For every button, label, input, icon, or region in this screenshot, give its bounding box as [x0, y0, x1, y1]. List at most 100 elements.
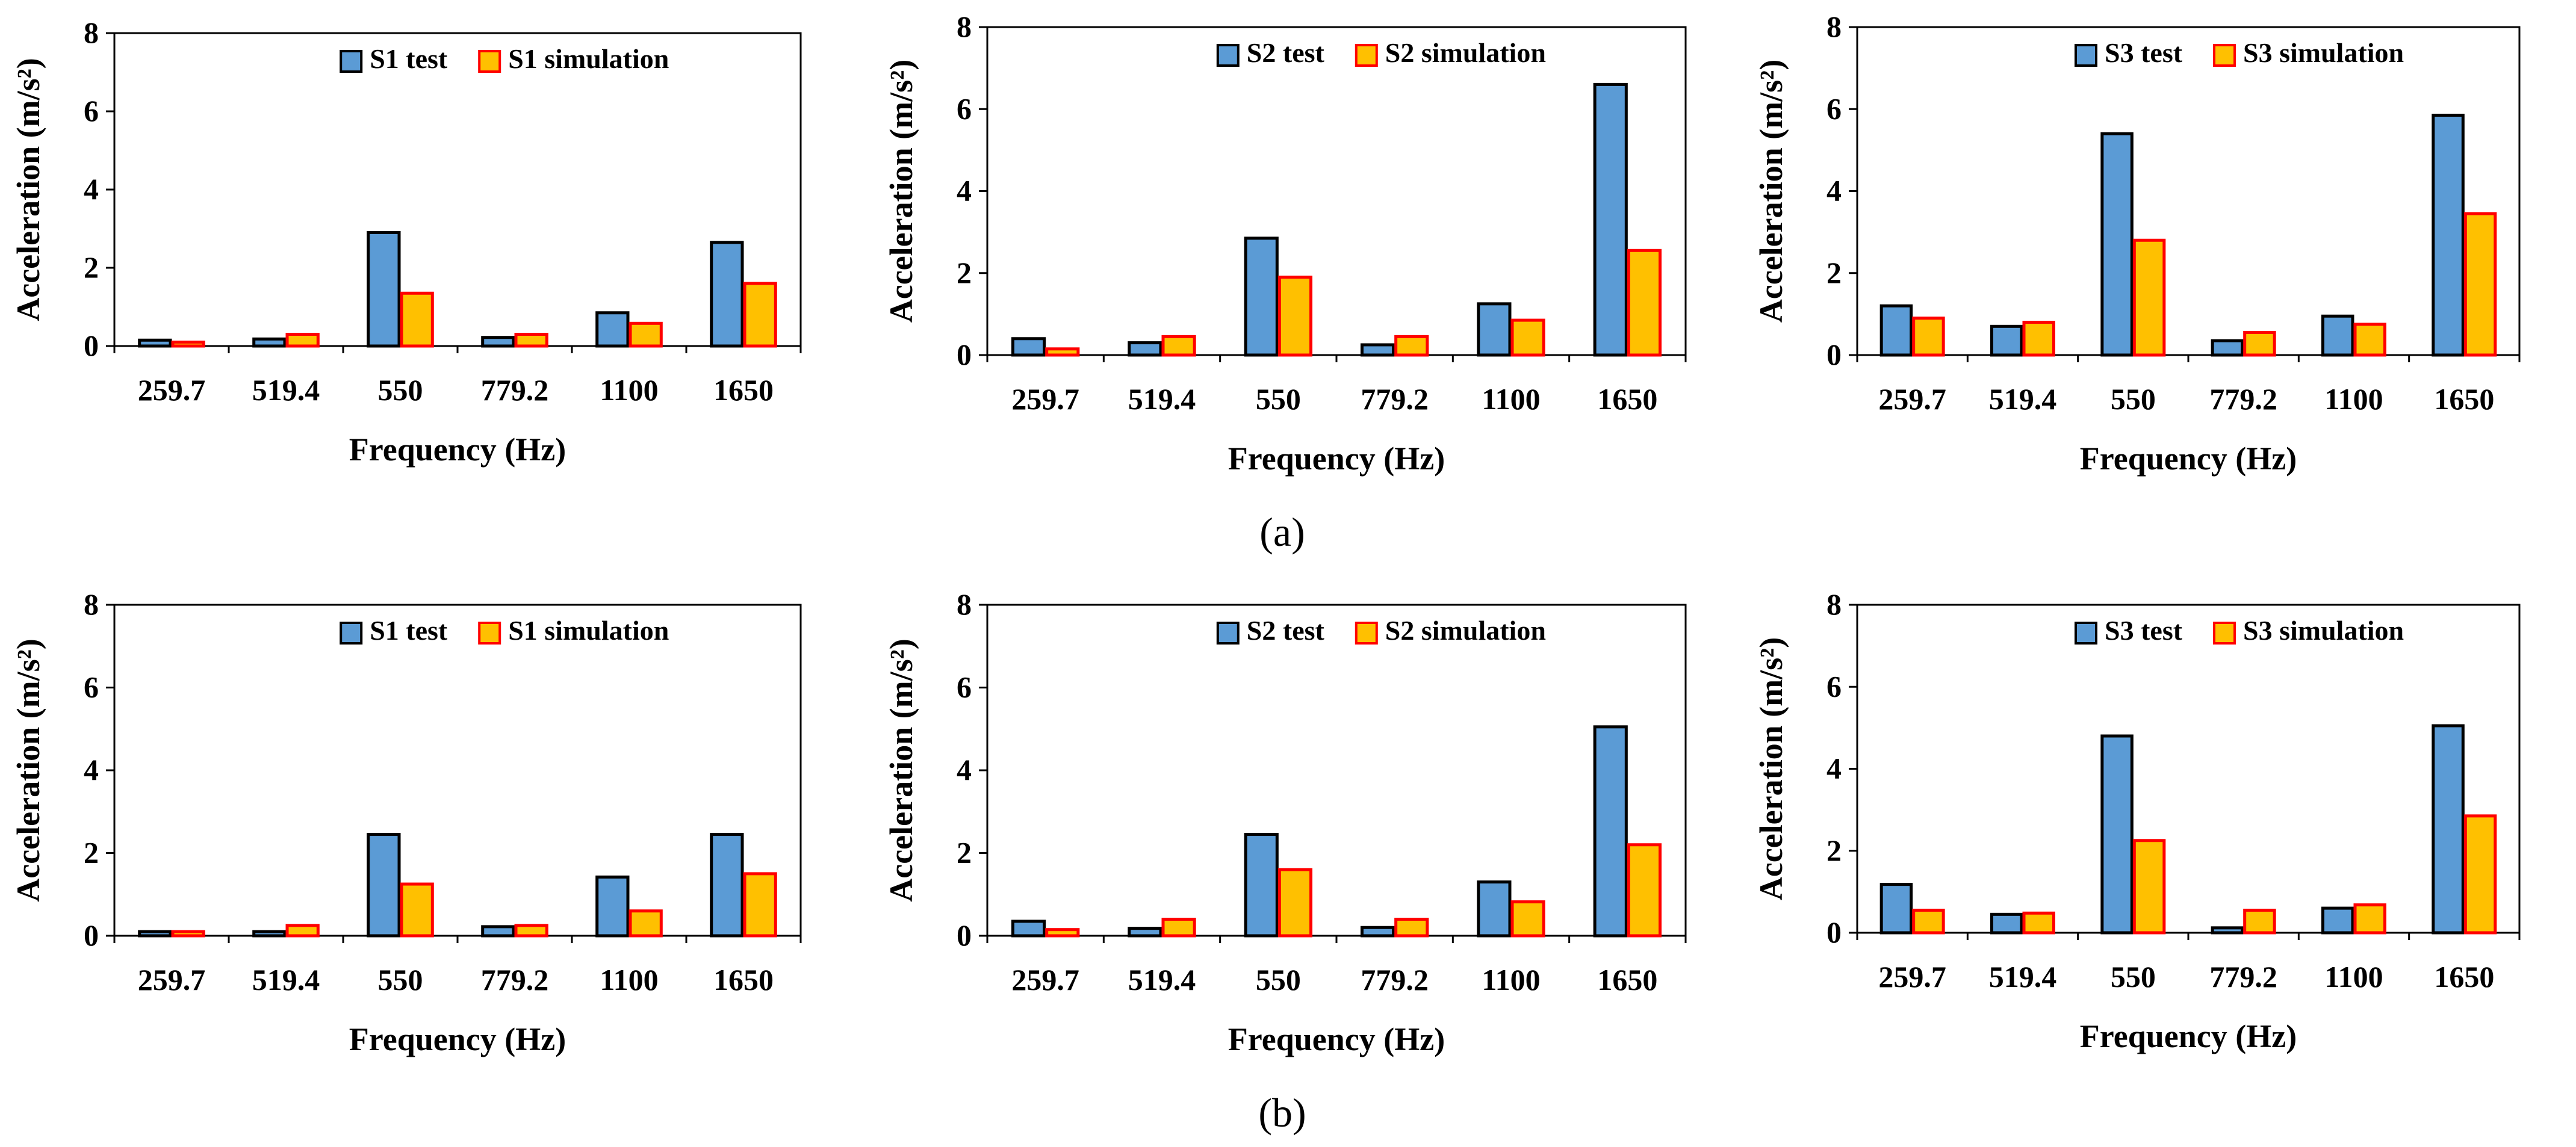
x-tick-label: 779.2 [2209, 382, 2277, 416]
y-tick-label: 0 [1826, 338, 1842, 371]
bar-test [2211, 926, 2244, 935]
legend-swatch-test [340, 50, 363, 73]
bar-simulation [514, 924, 548, 938]
x-tick-label: 519.4 [1989, 960, 2057, 994]
y-tick-label: 8 [84, 587, 99, 621]
bar-test [1477, 302, 1512, 357]
row-label-b: (b) [1258, 1090, 1306, 1136]
legend-swatch-test [1216, 44, 1240, 67]
legend-label-test: S3 test [2105, 37, 2183, 68]
bar-simulation [1627, 249, 1662, 357]
bar-simulation [2353, 903, 2386, 935]
bar-simulation [628, 321, 663, 348]
x-tick-label: 259.7 [138, 373, 206, 407]
legend-label-test: S1 test [370, 615, 448, 646]
y-tick-label: 2 [1826, 833, 1842, 867]
x-tick-label: 519.4 [252, 373, 320, 407]
bar-test [1593, 82, 1628, 357]
legend-swatch-test [2075, 44, 2097, 67]
bar-test [1011, 337, 1046, 357]
y-tick-label: 2 [1826, 256, 1842, 289]
bar-simulation [400, 882, 434, 938]
x-tick-label: 550 [378, 963, 423, 997]
bar-test [481, 336, 515, 348]
bar-simulation [2353, 323, 2386, 357]
bar-test [1879, 883, 1913, 935]
bar-test [1128, 927, 1162, 938]
legend-swatch-simulation [478, 50, 501, 73]
x-tick-label: 779.2 [2209, 960, 2277, 994]
x-tick-label: 779.2 [481, 373, 549, 407]
chart-panel-a2: 0 2 4 6 8 259.7 519.4 550 779.2 1100 1650 Frequency… [883, 10, 1687, 477]
legend-label-simulation: S2 simulation [1385, 615, 1546, 646]
x-tick-label: 1650 [713, 373, 774, 407]
chart-panel-b3: 0 2 4 6 8 259.7 519.4 550 779.2 1100 1650 Frequency… [1753, 587, 2521, 1054]
bar-simulation [2132, 238, 2166, 357]
row-label-a: (a) [1259, 509, 1305, 555]
chart-panel-b1: 0 2 4 6 8 259.7 519.4 550 779.2 1100 1650 Frequency… [10, 587, 802, 1057]
bar-test [1990, 324, 2023, 357]
x-tick-label: 259.7 [1878, 382, 1946, 416]
x-tick-label: 779.2 [1361, 382, 1429, 416]
bar-simulation [285, 924, 320, 938]
x-tick-label: 259.7 [138, 963, 206, 997]
legend-label-simulation: S1 simulation [508, 43, 669, 74]
x-tick-label: 1100 [600, 963, 658, 997]
x-tick-label: 519.4 [252, 963, 320, 997]
bar-simulation [285, 333, 320, 348]
y-tick-label: 6 [84, 670, 99, 704]
legend-label-simulation: S3 simulation [2243, 37, 2404, 68]
bar-simulation [1277, 868, 1313, 938]
legend-label-test: S2 test [1247, 615, 1325, 646]
bar-test [1360, 343, 1395, 357]
bar-simulation [2243, 909, 2276, 935]
bar-simulation [2463, 212, 2497, 357]
y-tick-label: 4 [84, 753, 99, 787]
y-tick-label: 6 [84, 94, 99, 128]
bar-test [1128, 341, 1162, 357]
legend-swatch-simulation [478, 622, 501, 645]
bar-simulation [1627, 843, 1662, 938]
legend-swatch-simulation [1355, 622, 1378, 645]
legend-label-test: S2 test [1247, 37, 1325, 68]
bar-test [367, 231, 401, 348]
x-tick-label: 550 [378, 373, 423, 407]
bar-simulation [171, 930, 205, 938]
x-tick-label: 550 [1256, 963, 1301, 997]
bar-simulation [2132, 839, 2166, 935]
bar-simulation [1045, 347, 1080, 357]
bar-simulation [1394, 335, 1429, 357]
bar-simulation [1045, 928, 1080, 938]
bar-test [1593, 725, 1628, 938]
y-tick-label: 8 [957, 587, 972, 621]
y-tick-label: 6 [957, 670, 972, 704]
bar-test [1879, 304, 1913, 357]
x-tick-label: 1100 [600, 373, 658, 407]
bar-test [595, 875, 630, 938]
bar-simulation [2243, 331, 2276, 357]
bar-test [1360, 926, 1395, 938]
bar-simulation [2022, 911, 2055, 935]
bar-test [595, 311, 630, 348]
y-tick-label: 4 [1826, 174, 1842, 208]
legend-label-test: S1 test [370, 43, 448, 74]
x-tick-label: 1650 [1597, 382, 1657, 416]
x-tick-label: 1650 [2434, 960, 2494, 994]
y-tick-label: 8 [957, 10, 972, 43]
x-tick-label: 1100 [1482, 963, 1540, 997]
x-tick-label: 259.7 [1878, 960, 1946, 994]
y-axis-title: Acceleration (m/s²) [1753, 60, 1789, 323]
bar-simulation [2463, 814, 2497, 935]
legend-swatch-simulation [2213, 44, 2236, 67]
y-axis-title: Acceleration (m/s²) [10, 58, 46, 321]
plot-frame [113, 604, 802, 937]
chart-panel-a3: 0 2 4 6 8 259.7 519.4 550 779.2 1100 1650 Frequency… [1753, 10, 2521, 477]
bar-test [710, 241, 744, 348]
bar-test [481, 925, 515, 938]
bar-test [2321, 906, 2354, 935]
x-tick-label: 1100 [2324, 960, 2383, 994]
bar-test [138, 930, 172, 938]
x-tick-label: 1100 [1482, 382, 1540, 416]
bar-simulation [1510, 318, 1545, 357]
y-tick-label: 6 [1826, 669, 1842, 703]
